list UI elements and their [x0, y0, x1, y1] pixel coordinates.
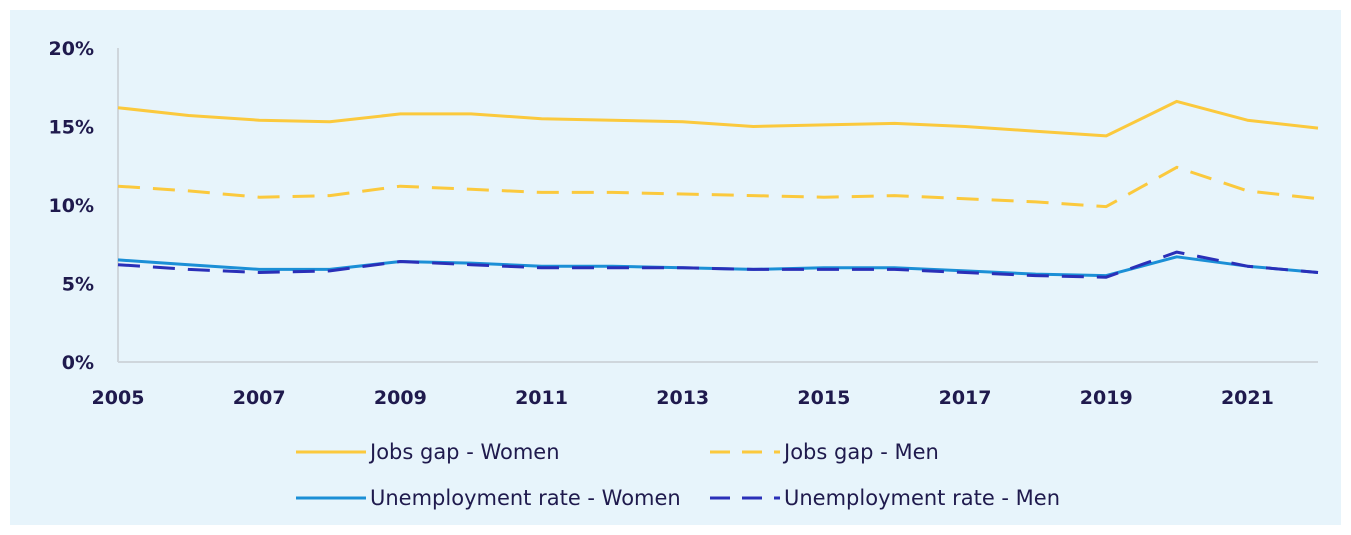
- legend-swatch-jobs-gap-men: [710, 450, 780, 454]
- legend-label-unemployment-women: Unemployment rate - Women: [370, 486, 681, 510]
- y-tick-label: 5%: [62, 274, 94, 296]
- x-tick-label: 2007: [233, 387, 286, 409]
- y-tick-label: 20%: [49, 38, 94, 60]
- x-tick-label: 2011: [515, 387, 568, 409]
- y-tick-label: 10%: [49, 195, 94, 217]
- legend-item-unemployment-men: Unemployment rate - Men: [710, 478, 1060, 518]
- x-tick-label: 2017: [939, 387, 992, 409]
- series-line-jobs-gap-men: [117, 165, 1319, 209]
- x-tick-labels: 2005 2007 2009 2011 2013 2015 2017 2019 2021: [92, 387, 1274, 409]
- x-tick-label: 2009: [374, 387, 427, 409]
- x-tick-label: 2005: [92, 387, 145, 409]
- x-tick-label: 2019: [1080, 387, 1133, 409]
- legend-item-unemployment-women: Unemployment rate - Women: [296, 478, 681, 518]
- legend-label-jobs-gap-men: Jobs gap - Men: [784, 440, 939, 464]
- series-line-unemployment-rate-men: [117, 250, 1319, 279]
- y-tick-label: 0%: [62, 352, 94, 374]
- y-tick-label: 15%: [49, 117, 94, 139]
- legend-swatch-unemployment-women: [296, 496, 366, 500]
- y-tick-labels: 0% 5% 10% 15% 20%: [49, 38, 94, 374]
- series-lines: [117, 99, 1319, 279]
- x-tick-label: 2021: [1221, 387, 1274, 409]
- legend: Jobs gap - Women Jobs gap - Men Unemploy…: [296, 432, 1116, 522]
- x-tick-label: 2013: [656, 387, 709, 409]
- series-line-jobs-gap-women: [117, 99, 1319, 138]
- legend-label-jobs-gap-women: Jobs gap - Women: [370, 440, 560, 464]
- legend-swatch-unemployment-men: [710, 496, 780, 500]
- legend-item-jobs-gap-women: Jobs gap - Women: [296, 432, 560, 472]
- x-tick-label: 2015: [797, 387, 850, 409]
- legend-label-unemployment-men: Unemployment rate - Men: [784, 486, 1061, 510]
- legend-swatch-jobs-gap-women: [296, 450, 366, 454]
- legend-item-jobs-gap-men: Jobs gap - Men: [710, 432, 939, 472]
